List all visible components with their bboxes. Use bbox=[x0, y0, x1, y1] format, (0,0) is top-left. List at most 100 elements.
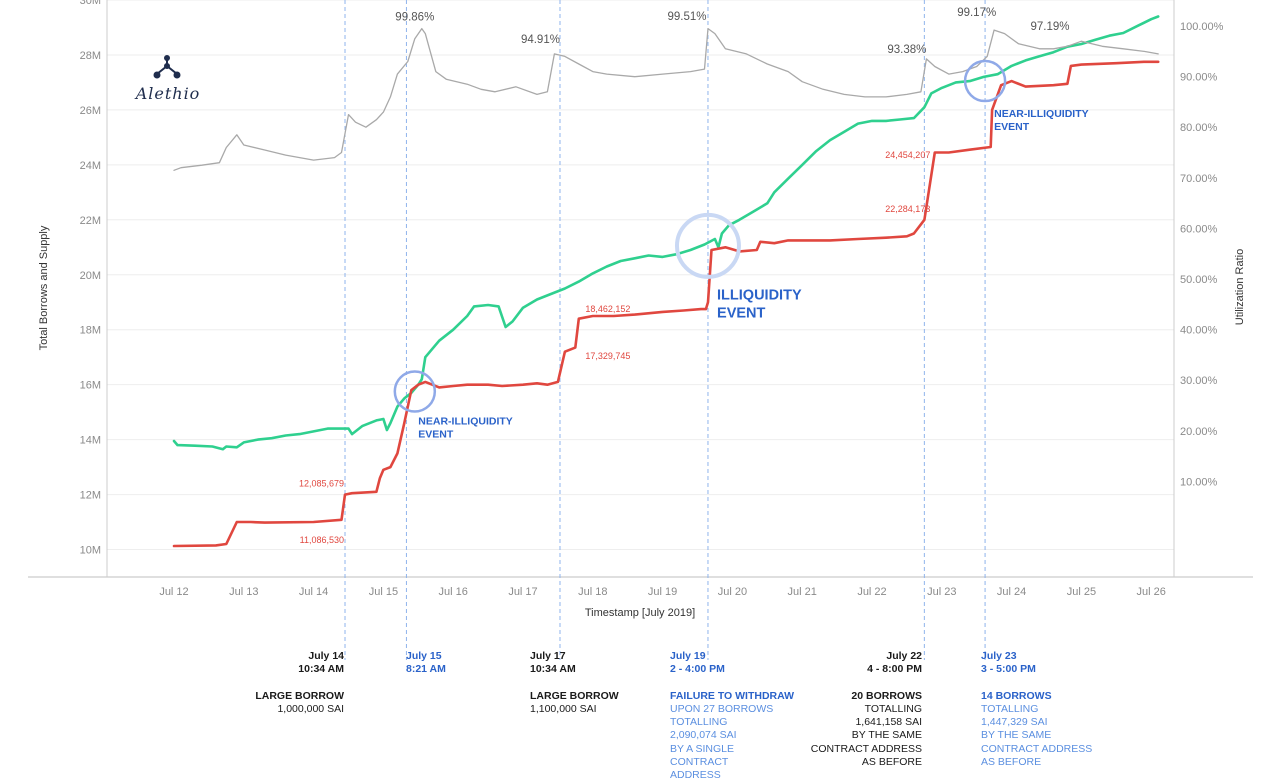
event-label-line: EVENT bbox=[994, 121, 1030, 133]
series-lines bbox=[172, 15, 1160, 548]
right-tick-labels: 10.00% 20.00% 30.00% 40.00% 50.00% 60.00% 70.0… bbox=[1180, 21, 1224, 488]
value-label: 12,085,679 bbox=[299, 479, 344, 489]
peak-label: 93.38% bbox=[887, 44, 926, 56]
event-label-line: ILLIQUIDITY bbox=[717, 287, 802, 303]
value-label: 17,329,745 bbox=[585, 351, 630, 361]
value-label: 11,086,530 bbox=[300, 535, 344, 545]
annotation-date: 4 - 8:00 PM bbox=[867, 663, 922, 676]
right-tick-label: 30.00% bbox=[1180, 375, 1218, 387]
peak-label: 99.17% bbox=[957, 7, 996, 19]
annotation-body-line: 1,100,000 SAI bbox=[530, 702, 597, 715]
left-tick-label: 22M bbox=[80, 215, 101, 227]
right-tick-label: 40.00% bbox=[1180, 325, 1218, 337]
event-circle bbox=[393, 370, 437, 413]
annotation-body-line: TOTALLING bbox=[864, 702, 922, 715]
left-tick-label: 24M bbox=[80, 160, 101, 172]
x-tick-label: Jul 17 bbox=[508, 586, 537, 598]
logo-mark-icon bbox=[153, 55, 181, 79]
annotation-july-19: July 19 2 - 4:00 PM FAILURE TO WITHDRAW UPO… bbox=[670, 650, 794, 783]
x-tick-label: Jul 14 bbox=[299, 586, 328, 598]
event-circle bbox=[674, 212, 741, 279]
right-tick-label: 80.00% bbox=[1180, 122, 1218, 134]
value-label: 24,454,207 bbox=[885, 150, 930, 160]
right-tick-label: 60.00% bbox=[1180, 223, 1218, 235]
value-label: 22,284,173 bbox=[885, 204, 930, 214]
x-tick-label: Jul 26 bbox=[1137, 586, 1166, 598]
right-tick-label: 90.00% bbox=[1180, 72, 1218, 84]
peak-label: 99.86% bbox=[395, 12, 434, 24]
annotation-body-line: CONTRACT ADDRESS bbox=[981, 742, 1093, 755]
annotation-date: July 14 bbox=[308, 650, 344, 662]
utilization-ratio-line bbox=[173, 27, 1159, 171]
annotation-heading: LARGE BORROW bbox=[530, 689, 619, 702]
left-tick-label: 30M bbox=[80, 0, 101, 7]
value-label: 18,462,152 bbox=[585, 304, 630, 314]
event-label: NEAR-ILLIQUIDITY EVENT bbox=[418, 416, 513, 441]
event-label: NEAR-ILLIQUIDITY EVENT bbox=[994, 108, 1089, 133]
x-tick-label: Jul 18 bbox=[578, 586, 607, 598]
annotation-body-line: ADDRESS bbox=[670, 769, 721, 782]
left-tick-label: 18M bbox=[80, 325, 101, 337]
annotation-body-line: 2,090,074 SAI bbox=[670, 729, 737, 742]
annotation-date: July 17 bbox=[530, 650, 566, 662]
annotation-july-15: July 15 8:21 AM bbox=[406, 650, 446, 677]
annotation-date: July 22 bbox=[886, 650, 922, 662]
alethio-logo: Alethio bbox=[134, 55, 201, 103]
annotation-date: July 23 bbox=[981, 650, 1017, 662]
right-tick-label: 20.00% bbox=[1180, 426, 1218, 438]
left-tick-label: 12M bbox=[80, 490, 101, 502]
x-tick-label: Jul 21 bbox=[788, 586, 817, 598]
annotation-body-line: CONTRACT ADDRESS bbox=[810, 742, 922, 755]
x-tick-label: Jul 25 bbox=[1067, 586, 1096, 598]
utilization-peak-labels: 99.86% 94.91% 99.51% 93.38% 99.17% 97.19% bbox=[395, 7, 1069, 56]
annotation-heading: FAILURE TO WITHDRAW bbox=[670, 689, 795, 702]
left-tick-labels: 10M 12M 14M 16M 18M 20M 22M 24M 26M 28M 30M bbox=[80, 0, 101, 557]
left-tick-label: 28M bbox=[80, 50, 101, 62]
annotation-date: July 19 bbox=[670, 650, 706, 662]
x-tick-label: Jul 16 bbox=[439, 586, 468, 598]
x-tick-label: Jul 23 bbox=[927, 586, 956, 598]
annotation-body-line: BY THE SAME bbox=[851, 729, 922, 742]
annotation-body-line: TOTALLING bbox=[981, 702, 1039, 715]
annotation-body-line: 1,000,000 SAI bbox=[277, 702, 344, 715]
x-tick-label: Jul 15 bbox=[369, 586, 398, 598]
annotation-heading: 20 BORROWS bbox=[851, 689, 922, 702]
axes bbox=[28, 0, 1253, 578]
right-tick-label: 50.00% bbox=[1180, 274, 1218, 286]
y-axis-title-left: Total Borrows and Supply bbox=[38, 225, 50, 350]
annotation-body-line: UPON 27 BORROWS bbox=[670, 702, 774, 715]
annotation-date: 2 - 4:00 PM bbox=[670, 663, 725, 676]
event-circles bbox=[393, 59, 1007, 413]
annotation-date: 10:34 AM bbox=[530, 663, 576, 676]
annotation-body-line: TOTALLING bbox=[670, 716, 728, 729]
right-tick-label: 70.00% bbox=[1180, 173, 1218, 185]
borrow-value-labels: 12,085,679 11,086,530 18,462,152 17,329,745… bbox=[299, 150, 930, 545]
x-tick-label: Jul 22 bbox=[857, 586, 886, 598]
annotation-body-line: BY A SINGLE bbox=[670, 742, 735, 755]
annotation-date: July 15 bbox=[406, 650, 442, 662]
x-tick-label: Jul 13 bbox=[229, 586, 258, 598]
x-tick-label: Jul 12 bbox=[159, 586, 188, 598]
x-tick-label: Jul 19 bbox=[648, 586, 677, 598]
annotation-heading: LARGE BORROW bbox=[255, 689, 344, 702]
left-tick-label: 20M bbox=[80, 270, 101, 282]
gridlines bbox=[107, 0, 1174, 551]
logo-text: Alethio bbox=[134, 84, 201, 103]
annotation-date: 10:34 AM bbox=[298, 663, 344, 676]
annotation-body-line: 1,447,329 SAI bbox=[981, 716, 1048, 729]
peak-label: 97.19% bbox=[1030, 21, 1069, 33]
annotation-july-23: July 23 3 - 5:00 PM 14 BORROWS TOTALLING 1,4… bbox=[981, 650, 1092, 769]
annotation-heading: 14 BORROWS bbox=[981, 689, 1052, 702]
event-label-line: EVENT bbox=[418, 429, 454, 441]
right-tick-label: 100.00% bbox=[1180, 21, 1224, 33]
left-tick-label: 26M bbox=[80, 105, 101, 117]
annotation-body-line: BY THE SAME bbox=[981, 729, 1052, 742]
annotation-date: 3 - 5:00 PM bbox=[981, 663, 1036, 676]
left-tick-label: 14M bbox=[80, 435, 101, 447]
event-label: ILLIQUIDITY EVENT bbox=[717, 287, 802, 321]
annotation-july-14: July 14 10:34 AM LARGE BORROW 1,000,000 SAI bbox=[255, 650, 344, 716]
event-vertical-lines bbox=[344, 0, 986, 660]
borrows-line bbox=[172, 60, 1160, 548]
